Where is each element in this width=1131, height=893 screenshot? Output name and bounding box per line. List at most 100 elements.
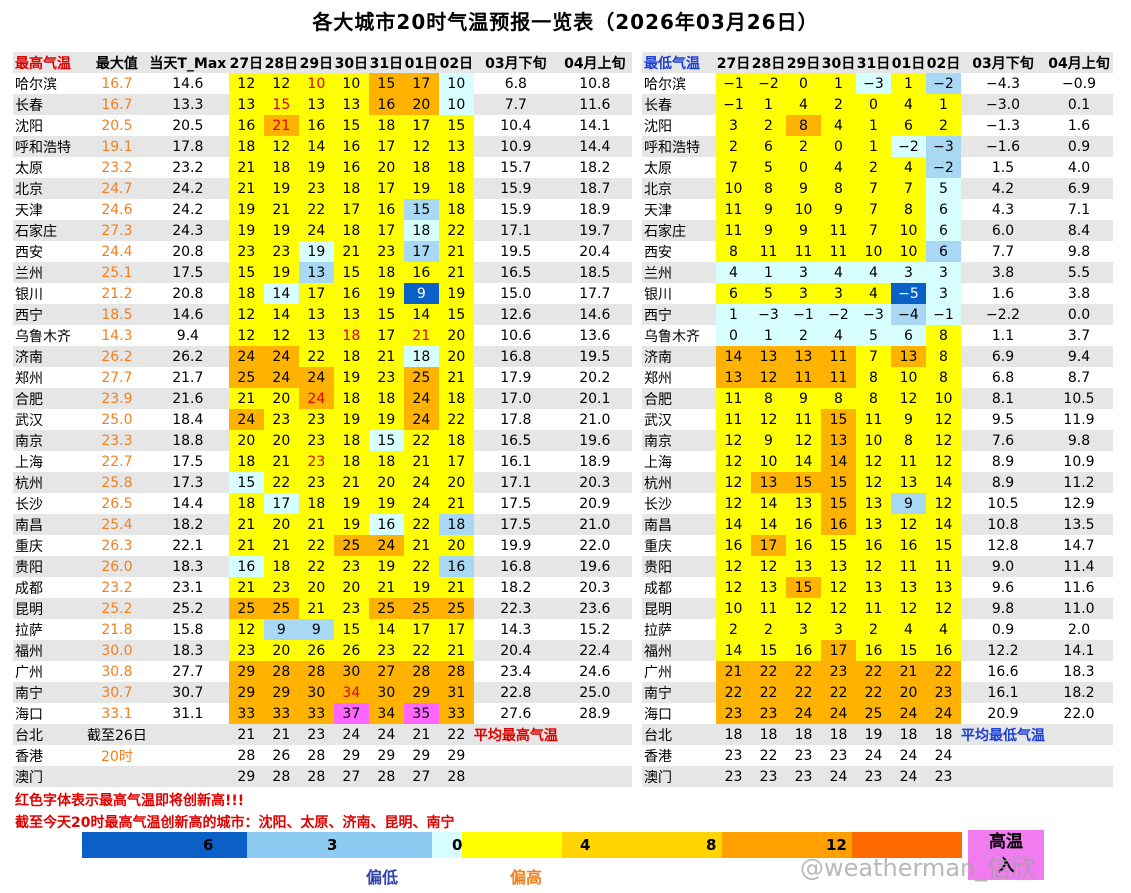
city-name: 南京 xyxy=(642,430,716,451)
table-cell: 13 xyxy=(821,556,856,577)
table-cell: 14 xyxy=(716,346,751,367)
table-cell: 10.9 xyxy=(1063,453,1095,470)
table-cell: −1.3 xyxy=(986,117,1020,134)
table-cell: 16 xyxy=(856,535,891,556)
table-row: 乌鲁木齐 0 1 2 4 5 6 8 1.1 3.7 xyxy=(642,325,1113,346)
table-cell: 21 xyxy=(298,598,334,619)
table-cell: 截至26日 xyxy=(87,724,147,745)
table-cell: 5 xyxy=(751,283,786,304)
table-cell: 27 xyxy=(403,766,439,787)
table-cell: 21 xyxy=(891,661,926,682)
table-cell: 18 xyxy=(228,493,264,514)
column-header: 最大值 xyxy=(87,52,147,73)
city-name: 重庆 xyxy=(644,538,672,555)
table-cell: 0 xyxy=(821,136,856,157)
city-name: 乌鲁木齐 xyxy=(644,328,700,345)
table-cell: 24.4 xyxy=(101,243,133,260)
table-cell: 15.0 xyxy=(500,285,532,302)
city-name: 澳门 xyxy=(13,766,87,787)
table-row: 兰州 4 1 3 4 4 3 3 3.8 5.5 xyxy=(642,262,1113,283)
legend-band-hot xyxy=(722,832,852,858)
table-cell: 8 xyxy=(891,199,926,220)
table-cell: 19 xyxy=(298,241,334,262)
table-cell: 11 xyxy=(856,598,891,619)
table-cell: 6.9 xyxy=(961,346,1045,367)
table-cell: 13 xyxy=(926,577,961,598)
table-cell: 23 xyxy=(263,409,299,430)
table-cell: 21 xyxy=(403,325,439,346)
table-cell: 18 xyxy=(786,724,821,745)
table-cell: 19 xyxy=(228,199,264,220)
table-cell xyxy=(146,724,229,745)
table-cell: 17.5 xyxy=(146,262,229,283)
column-header: 03月下旬 xyxy=(961,52,1045,73)
table-cell: 15 xyxy=(786,472,821,493)
table-cell: 20 xyxy=(403,94,439,115)
table-cell: 17.5 xyxy=(500,495,532,512)
table-cell: 21 xyxy=(403,724,439,745)
table-cell: −2.2 xyxy=(961,304,1045,325)
city-name: 郑州 xyxy=(644,370,672,387)
table-row: 杭州 12 13 15 15 12 13 14 8.9 11.2 xyxy=(642,472,1113,493)
table-cell: 7 xyxy=(891,178,926,199)
table-cell: 10.6 xyxy=(500,327,532,344)
table-cell: 13 xyxy=(298,94,334,115)
max-temp-table: 最高气温 最大值 当天T_Max 27日 28日 29日 30日 31日 01日 02日 03月下旬… xyxy=(13,52,632,787)
table-cell: 6 xyxy=(891,115,926,136)
table-cell: 9 xyxy=(751,199,786,220)
table-cell: 22 xyxy=(298,535,334,556)
table-cell: 5 xyxy=(751,157,786,178)
table-cell: 20 xyxy=(228,430,264,451)
color-legend xyxy=(82,832,962,858)
column-header: 03月下旬 xyxy=(473,52,558,73)
city-name: 合肥 xyxy=(642,388,716,409)
table-cell: 17.8 xyxy=(500,411,532,428)
table-cell: 21.0 xyxy=(579,411,611,428)
table-cell: 29 xyxy=(403,682,439,703)
table-cell: 16.5 xyxy=(473,262,558,283)
table-cell: 16.8 xyxy=(473,556,558,577)
table-cell: 18 xyxy=(368,262,404,283)
table-cell: 12.8 xyxy=(987,537,1019,554)
table-cell: 1 xyxy=(751,94,786,115)
table-cell: 12 xyxy=(891,598,926,619)
table-cell: 10 xyxy=(891,220,926,241)
city-name: 澳门 xyxy=(642,766,716,787)
table-cell: 23 xyxy=(926,682,961,703)
city-name: 银川 xyxy=(644,286,672,303)
table-cell: 1 xyxy=(856,136,891,157)
table-cell: 17.3 xyxy=(146,472,229,493)
city-name: 南京 xyxy=(13,430,87,451)
table-cell xyxy=(87,766,147,787)
table-cell: 26.2 xyxy=(87,346,147,367)
legend-label: 8 xyxy=(706,836,717,854)
table-cell: 23 xyxy=(298,409,334,430)
note-red-font: 红色字体表示最高气温即将创新高!!! xyxy=(15,793,245,809)
table-cell: 15 xyxy=(333,115,369,136)
table-cell: 平均最低气温 xyxy=(961,724,1045,745)
table-cell: 15 xyxy=(368,304,404,325)
table-cell: 18.9 xyxy=(579,201,611,218)
table-cell: 22 xyxy=(298,199,334,220)
table-cell: 10 xyxy=(856,430,891,451)
table-cell: 28 xyxy=(237,747,256,764)
table-cell: 17 xyxy=(438,619,474,640)
table-cell: 23 xyxy=(821,661,856,682)
table-row: 上海 22.7 17.5 18 21 23 18 18 21 17 16.1 18.9 xyxy=(13,451,632,472)
table-cell: −3 xyxy=(856,304,891,325)
table-cell: 28 xyxy=(368,766,404,787)
table-cell: 1.1 xyxy=(991,327,1015,344)
table-cell: 16 xyxy=(786,514,821,535)
table-cell: 23 xyxy=(228,640,264,661)
table-cell: 9 xyxy=(821,199,856,220)
column-header: 30日 xyxy=(333,52,369,73)
table-cell: 12 xyxy=(716,451,751,472)
table-cell: 19 xyxy=(368,409,404,430)
table-cell: 12 xyxy=(926,409,961,430)
table-cell: 8 xyxy=(751,388,786,409)
table-cell: 21 xyxy=(333,241,369,262)
city-name: 长春 xyxy=(13,94,87,115)
table-cell: 2 xyxy=(716,136,751,157)
table-cell: 26.0 xyxy=(87,556,147,577)
table-cell: 23 xyxy=(263,577,299,598)
